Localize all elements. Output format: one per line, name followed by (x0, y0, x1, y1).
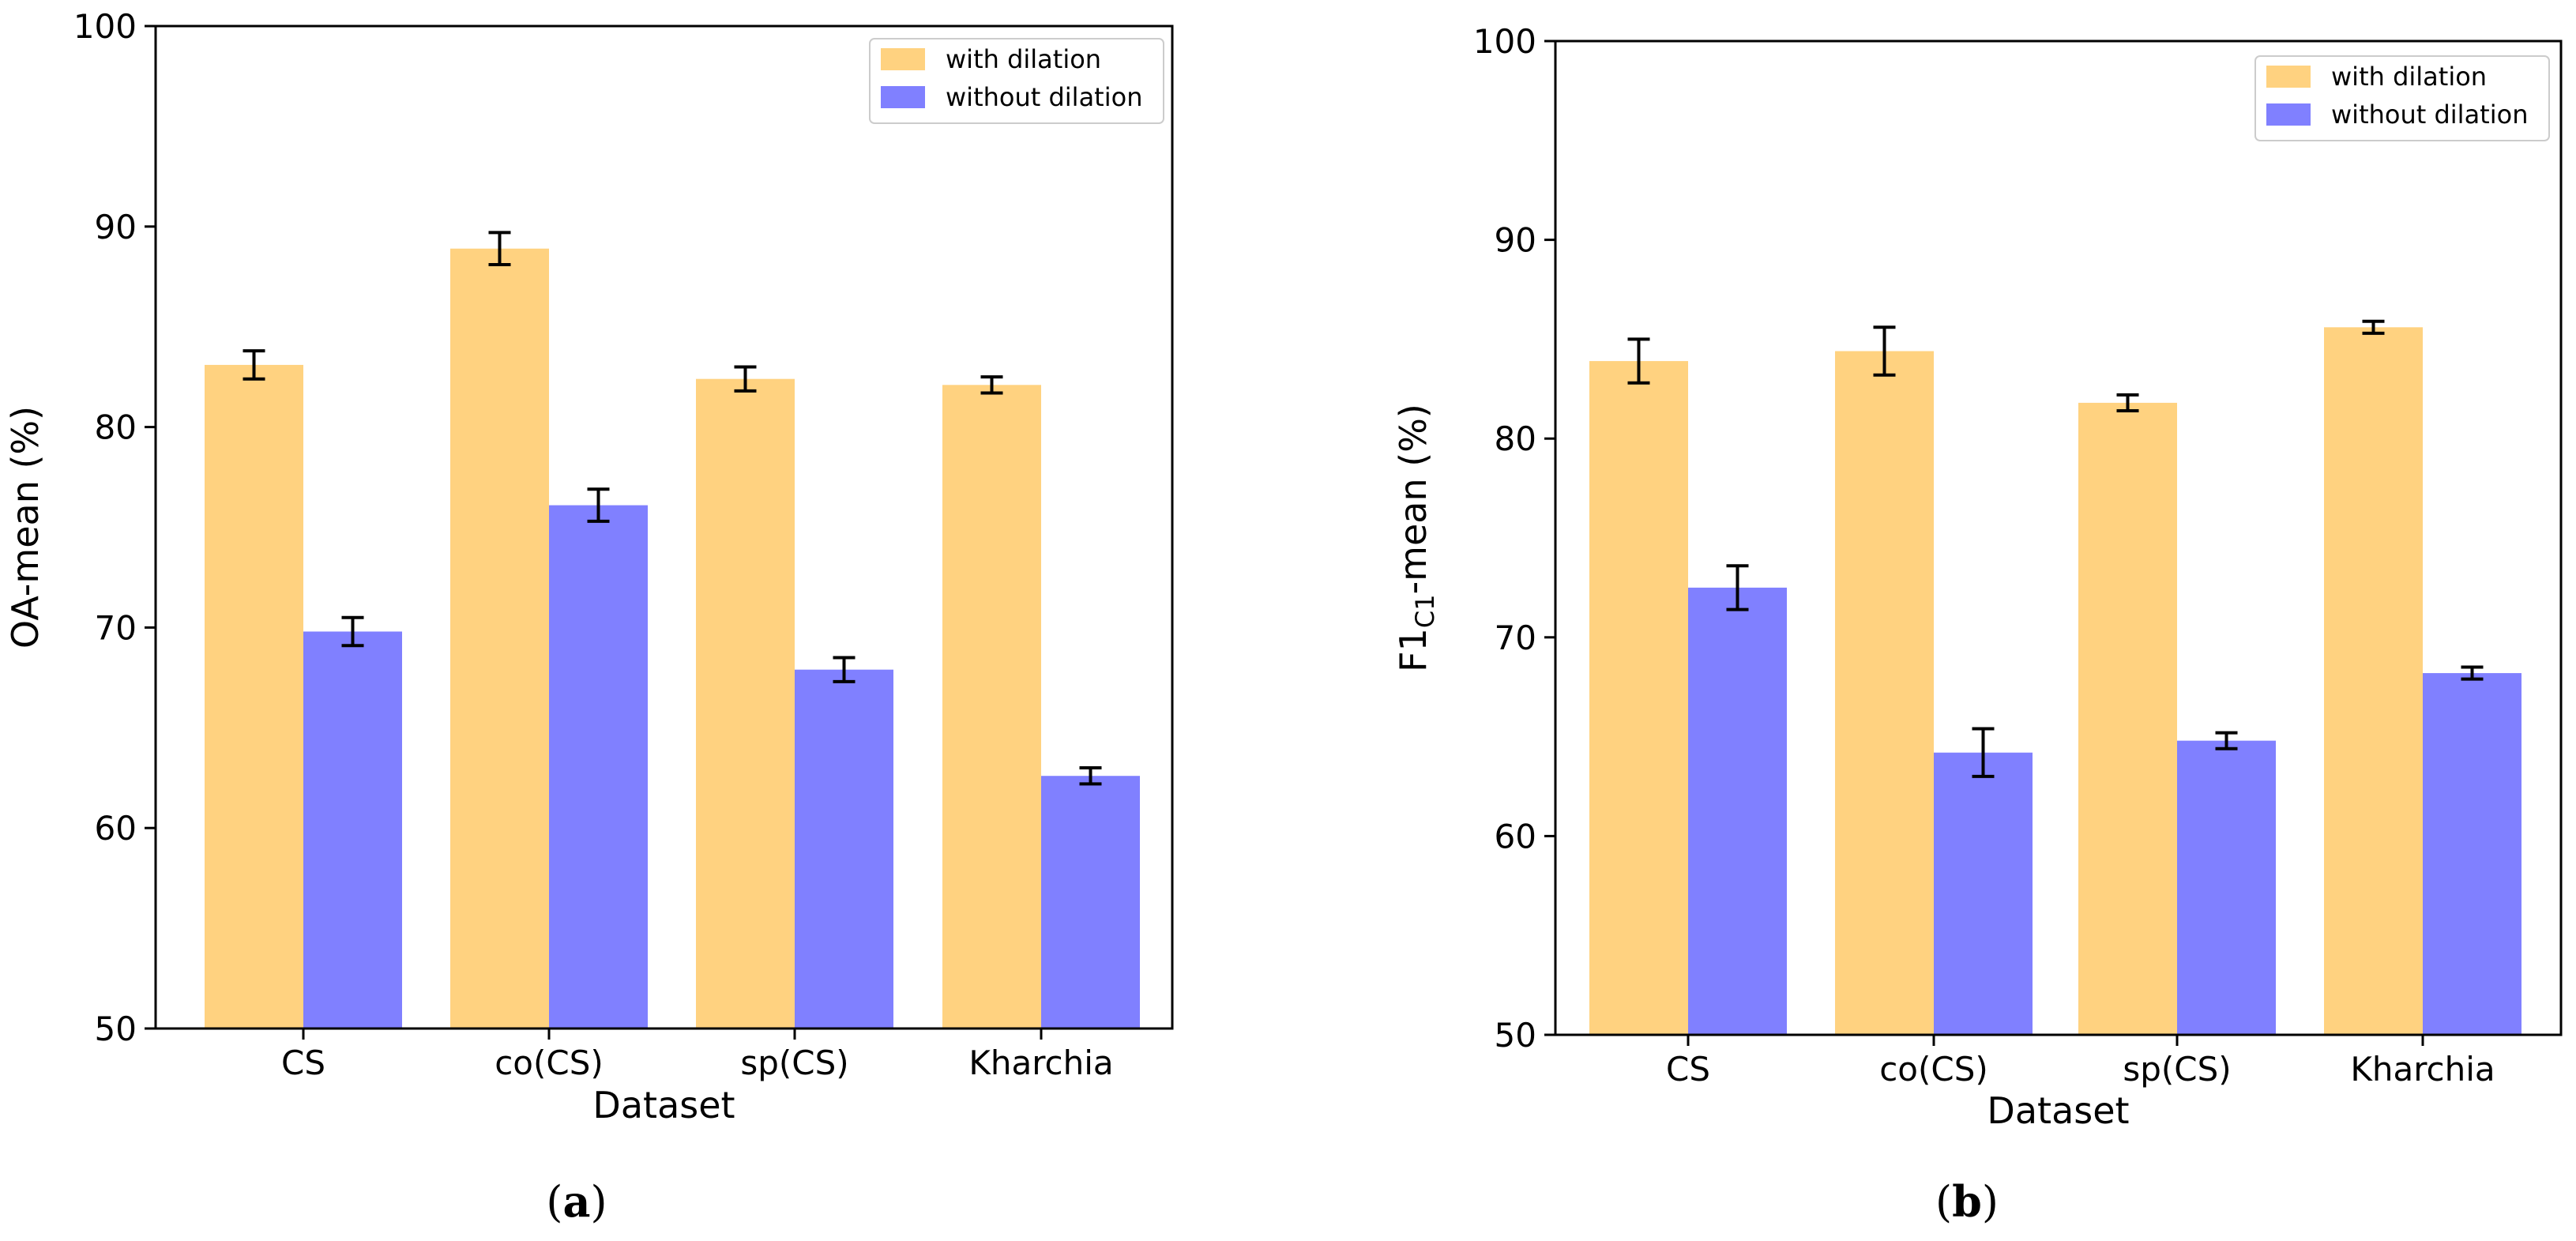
bar-without-dilation (795, 669, 893, 1029)
x-tick-label: sp(CS) (740, 1044, 848, 1082)
y-tick-label: 50 (1495, 1016, 1536, 1055)
legend-swatch-with-dilation (2266, 66, 2311, 88)
panel-label-close: ) (1982, 1177, 1999, 1227)
panel-label-open: ( (1935, 1177, 1952, 1227)
y-tick-label: 80 (1495, 419, 1536, 458)
bar-without-dilation (549, 505, 648, 1029)
legend-box (869, 38, 1164, 124)
chart-panel-b: 50 60 70 80 90 100 CS co(CS) sp(CS) Kharchia Datas… (1392, 22, 2563, 1227)
panel-label-close: ) (591, 1177, 607, 1227)
bar-with-dilation (450, 248, 549, 1029)
x-tick-label: CS (1666, 1050, 1710, 1089)
plot-frame (1554, 39, 2563, 1036)
legend-box (2254, 55, 2550, 141)
x-tick-label: CS (281, 1044, 325, 1082)
panel-label: (b) (1935, 1176, 1999, 1227)
y-tick-label: 100 (73, 7, 137, 46)
y-tick-label: 60 (1495, 817, 1536, 856)
y-axis-title-subscript: C1 (1410, 594, 1440, 628)
bar-with-dilation (205, 364, 303, 1029)
panel-label-letter: a (563, 1176, 591, 1227)
x-axis-title: Dataset (1987, 1089, 2129, 1132)
legend-label: with dilation (2331, 62, 2487, 92)
bar-without-dilation (303, 631, 402, 1029)
bar-without-dilation (1041, 776, 1140, 1029)
legend-label: without dilation (2331, 100, 2528, 130)
bar-without-dilation (2423, 673, 2521, 1035)
bar-with-dilation (2078, 402, 2177, 1035)
x-tick-label: sp(CS) (2123, 1050, 2231, 1089)
panel-label: (a) (546, 1176, 607, 1227)
chart-panel-a: 50 60 70 80 90 100 CS co(CS) sp(CS) Kharchia Datas… (4, 7, 1174, 1227)
y-tick-label: 90 (95, 208, 137, 246)
y-tick-label: 90 (1495, 221, 1536, 260)
y-axis-title: OA-mean (%) (4, 406, 47, 649)
bar-with-dilation (2324, 327, 2423, 1036)
bar-with-dilation (1835, 351, 1934, 1036)
bar-with-dilation (942, 385, 1041, 1029)
x-tick-label: Kharchia (2350, 1050, 2495, 1089)
y-axis-title-main: F1 (1392, 628, 1435, 672)
y-tick-label: 70 (95, 608, 137, 647)
bar-without-dilation (2177, 740, 2276, 1035)
y-tick-label: 60 (95, 809, 137, 848)
y-tick-label: 70 (1495, 619, 1536, 657)
y-axis-title-rest: -mean (%) (1392, 404, 1435, 594)
x-tick-label: Kharchia (968, 1044, 1113, 1082)
bar-without-dilation (1934, 752, 2033, 1035)
panel-label-open: ( (546, 1177, 562, 1227)
legend-swatch-without-dilation (2266, 103, 2311, 126)
bar-with-dilation (696, 378, 795, 1029)
y-axis-title-main: OA-mean (%) (4, 406, 47, 649)
legend-label: with dilation (946, 44, 1101, 74)
plot-frame (154, 24, 1174, 1030)
x-axis-title: Dataset (592, 1084, 735, 1126)
y-axis-title: F1C1-mean (%) (1392, 404, 1440, 672)
bar-with-dilation (1589, 361, 1688, 1035)
y-tick-label: 50 (95, 1010, 137, 1048)
bar-without-dilation (1688, 587, 1787, 1035)
panel-label-letter: b (1952, 1176, 1982, 1227)
legend-label: without dilation (946, 82, 1142, 112)
legend-swatch-with-dilation (881, 48, 925, 70)
y-tick-label: 100 (1473, 22, 1536, 61)
y-tick-label: 80 (95, 408, 137, 447)
x-tick-label: co(CS) (495, 1044, 604, 1082)
legend-swatch-without-dilation (881, 86, 925, 108)
x-tick-label: co(CS) (1879, 1050, 1988, 1089)
